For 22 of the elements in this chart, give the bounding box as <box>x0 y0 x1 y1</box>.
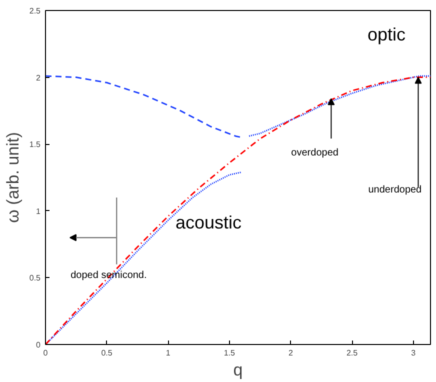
annotation: overdoped <box>291 148 338 159</box>
annotation: underdoped <box>368 184 422 196</box>
x-axis-title: q <box>233 360 243 380</box>
y-tick-label: 1 <box>36 206 42 216</box>
y-tick-label: 1.5 <box>29 140 42 150</box>
x-tick-label: 2 <box>288 348 294 358</box>
x-tick-label: 0.5 <box>101 348 113 358</box>
annotation: optic <box>368 24 406 44</box>
y-tick-label: 2.5 <box>29 6 42 16</box>
x-tick-label: 0 <box>43 348 48 358</box>
y-tick-label: 0.5 <box>29 274 42 283</box>
annotation: acoustic <box>176 212 242 232</box>
line-series <box>46 75 242 138</box>
x-tick-label: 2.5 <box>346 348 358 358</box>
y-axis-title: ω (arb. unit) <box>3 132 22 223</box>
x-tick-label: 3 <box>411 348 416 358</box>
x-tick-label: 1.5 <box>224 348 236 358</box>
x-tick-label: 1 <box>166 348 171 358</box>
y-tick-label: 2 <box>36 73 42 82</box>
line-series <box>46 171 242 344</box>
line-series <box>248 75 430 137</box>
y-tick-label: 0 <box>36 340 42 350</box>
